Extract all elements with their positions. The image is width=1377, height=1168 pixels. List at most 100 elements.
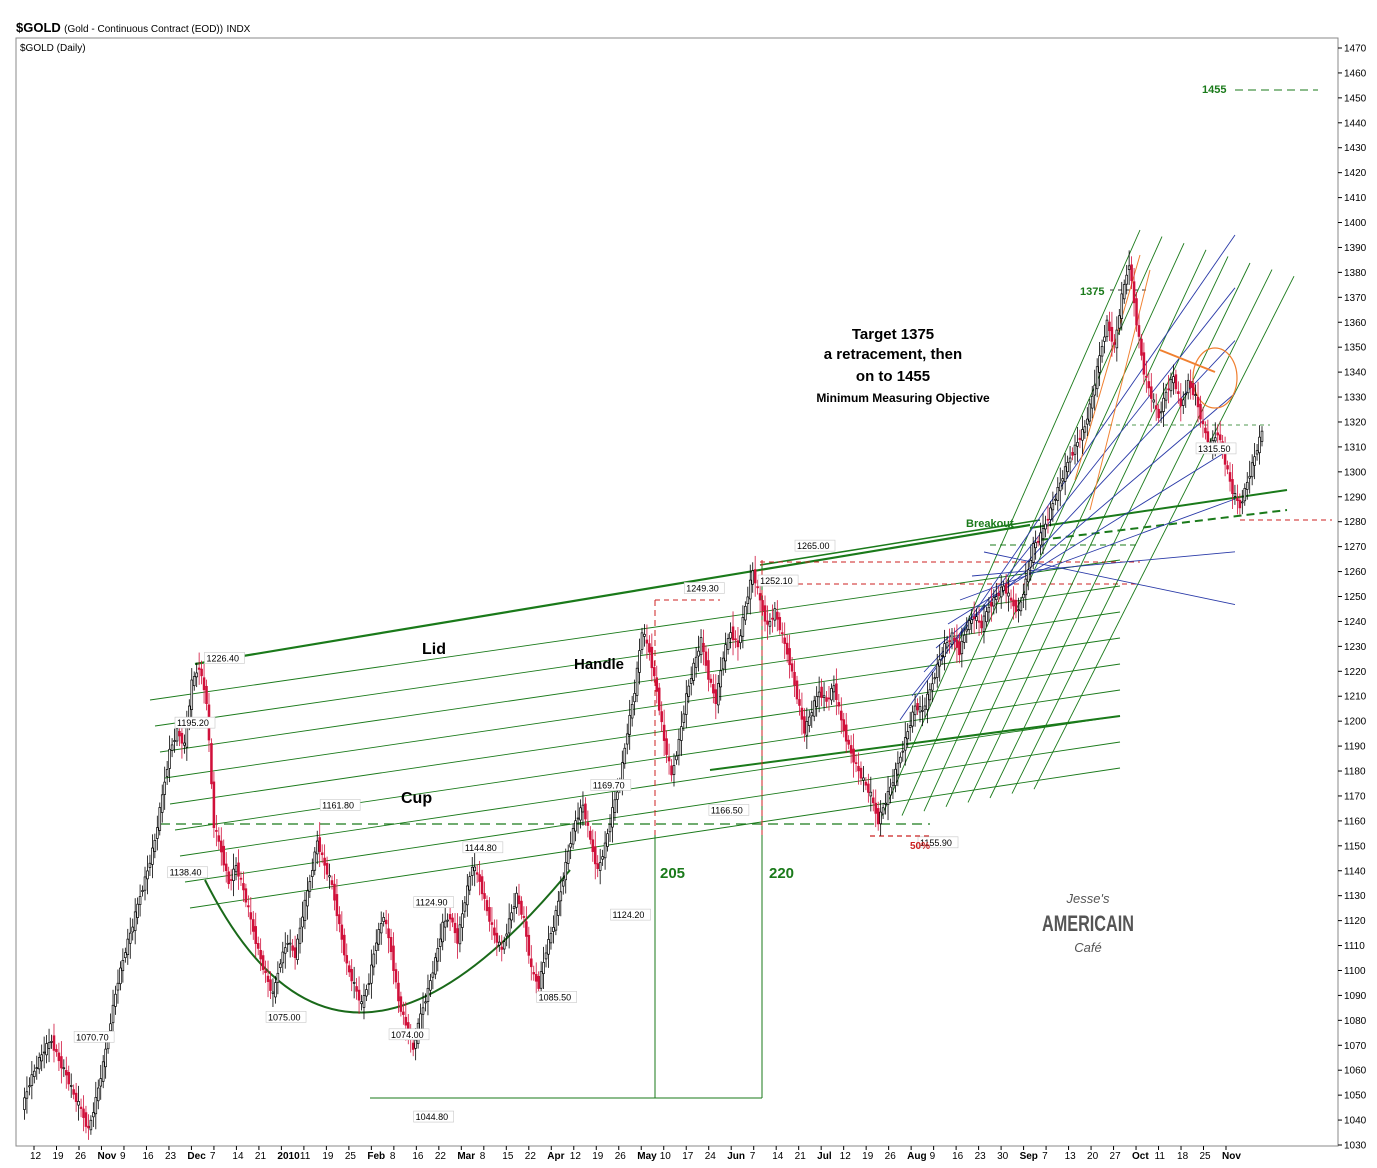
candle-body (256, 943, 260, 949)
candle-body (104, 1048, 107, 1068)
candle-body (714, 689, 718, 705)
candle-body (716, 683, 720, 706)
fan-line (149, 559, 1121, 701)
y-tick-label: 1390 (1344, 243, 1367, 254)
candle-body (640, 632, 644, 650)
candle-body (328, 875, 331, 878)
annotation-lid: Lid (422, 641, 446, 658)
candle-body (675, 755, 678, 761)
x-tick-label: 23 (975, 1151, 987, 1162)
candle-body (1258, 436, 1261, 454)
candle-body (478, 874, 481, 882)
candle-body (601, 856, 604, 860)
candle-body (522, 916, 526, 918)
y-axis: 1030 1040 1050 1060 1070 1080 1090 1100 1110 1120… (1338, 44, 1367, 1152)
candle-body (131, 926, 134, 933)
candle-body (1100, 345, 1104, 357)
candle-body (1162, 397, 1165, 412)
y-tick-label: 1190 (1344, 742, 1366, 753)
candle-body (1147, 381, 1151, 389)
upper-channel-line (759, 519, 1041, 566)
candle-body (291, 945, 294, 951)
candle-body (623, 747, 627, 765)
candle-body (276, 972, 280, 983)
candle-body (707, 660, 710, 680)
y-tick-label: 1150 (1344, 841, 1366, 852)
candle-body (1181, 399, 1185, 406)
candle-body (382, 917, 385, 922)
y-tick-label: 1400 (1344, 218, 1367, 229)
candle-body (990, 602, 993, 607)
candle-body (94, 1097, 98, 1115)
candle-body (200, 668, 203, 677)
candle-body (884, 803, 887, 805)
candle-body (633, 693, 636, 703)
x-tick-label: 14 (232, 1151, 244, 1162)
candle-body (736, 640, 740, 648)
candle-body (589, 830, 592, 840)
candle-body (375, 942, 378, 951)
candle-body (972, 616, 976, 619)
candle-body (266, 975, 270, 982)
x-tick-label: May (637, 1151, 657, 1162)
price-label-box (757, 574, 799, 587)
y-tick-label: 1120 (1344, 916, 1366, 927)
candle-body (96, 1087, 100, 1102)
x-tick-label: 23 (165, 1151, 177, 1162)
candle-body (1241, 501, 1244, 504)
candle-body (461, 913, 464, 928)
candle-body (1002, 585, 1005, 591)
candle-body (397, 982, 400, 1002)
candle-body (928, 689, 932, 701)
trend-lines (149, 89, 1332, 1099)
channel-line (947, 445, 1236, 625)
candle-body (547, 939, 550, 955)
candle-body (766, 620, 769, 625)
candle-body (643, 633, 646, 637)
annotation-205: 205 (660, 865, 685, 882)
candle-body (232, 868, 235, 882)
x-tick-label: 26 (615, 1151, 627, 1162)
x-tick-label: 20 (1087, 1151, 1099, 1162)
candle-body (721, 657, 725, 670)
support-line (709, 715, 1121, 771)
fan-line (184, 741, 1121, 883)
annotation-1375: 1375 (1080, 286, 1104, 298)
candle-body (52, 1035, 56, 1051)
candle-body (1140, 338, 1143, 356)
candle-body (793, 671, 796, 686)
price-label: 1161.80 (322, 800, 354, 810)
candle-body (648, 643, 651, 653)
candle-body (399, 996, 403, 1012)
price-label: 1195.20 (177, 718, 209, 728)
price-labels: 1070.70 1226.40 1195.20 1138.40 1161.80 1075.… (73, 442, 1237, 1123)
candle-body (785, 642, 789, 655)
candle-body (574, 820, 577, 832)
candles (23, 250, 1264, 1140)
x-tick-label: 8 (390, 1151, 396, 1162)
candle-body (653, 667, 656, 677)
x-axis: 12 19 26 Nov 9 16 23 Dec 7 14 21 2010 11 19 25 Feb 8 16 22… (30, 1146, 1241, 1162)
candle-body (977, 620, 981, 623)
candle-body (660, 711, 663, 723)
candle-body (975, 616, 978, 621)
candle-body (746, 596, 750, 605)
candle-body (608, 823, 612, 833)
candle-body (350, 968, 353, 982)
candle-body (1115, 329, 1119, 349)
candle-body (138, 896, 142, 905)
annotation-next-target: on to 1455 (856, 368, 930, 385)
contract-name: (Gold - Continuous Contract (EOD)) (64, 24, 224, 35)
candle-body (571, 828, 575, 845)
candle-body (50, 1041, 53, 1043)
candle-body (670, 765, 673, 776)
candle-body (1063, 466, 1067, 482)
price-label-box (167, 866, 208, 879)
candle-body (362, 995, 366, 1008)
candle-body (384, 919, 388, 925)
candle-body (1108, 321, 1111, 332)
candle-body (549, 933, 553, 944)
candle-body (798, 699, 801, 706)
candle-body (163, 781, 166, 795)
candle-body (1231, 479, 1234, 494)
